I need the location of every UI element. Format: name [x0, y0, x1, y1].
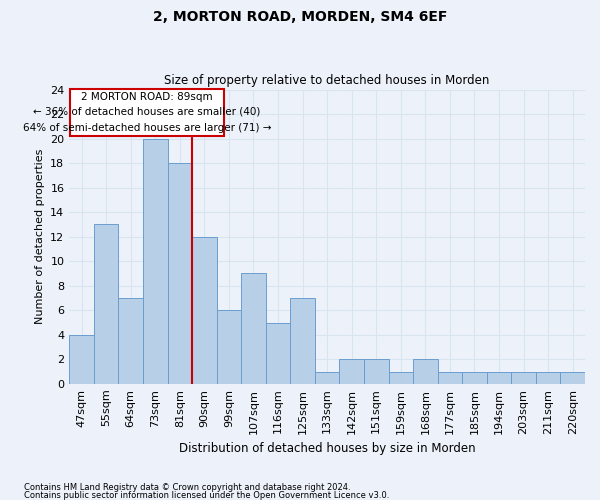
Bar — [389, 372, 413, 384]
Bar — [340, 360, 364, 384]
Bar — [315, 372, 340, 384]
Bar — [217, 310, 241, 384]
Text: ← 36% of detached houses are smaller (40): ← 36% of detached houses are smaller (40… — [33, 107, 260, 117]
Bar — [192, 236, 217, 384]
Bar — [560, 372, 585, 384]
Bar — [118, 298, 143, 384]
Bar — [437, 372, 462, 384]
Text: Contains public sector information licensed under the Open Government Licence v3: Contains public sector information licen… — [24, 490, 389, 500]
Y-axis label: Number of detached properties: Number of detached properties — [35, 149, 44, 324]
Text: 64% of semi-detached houses are larger (71) →: 64% of semi-detached houses are larger (… — [23, 122, 271, 132]
Bar — [266, 322, 290, 384]
Text: Contains HM Land Registry data © Crown copyright and database right 2024.: Contains HM Land Registry data © Crown c… — [24, 484, 350, 492]
Bar — [364, 360, 389, 384]
Bar — [290, 298, 315, 384]
Bar — [413, 360, 437, 384]
Title: Size of property relative to detached houses in Morden: Size of property relative to detached ho… — [164, 74, 490, 87]
Bar — [511, 372, 536, 384]
Bar — [487, 372, 511, 384]
Bar — [69, 335, 94, 384]
Bar — [167, 163, 192, 384]
Bar — [462, 372, 487, 384]
Bar — [143, 138, 167, 384]
FancyBboxPatch shape — [70, 89, 224, 136]
Text: 2, MORTON ROAD, MORDEN, SM4 6EF: 2, MORTON ROAD, MORDEN, SM4 6EF — [153, 10, 447, 24]
Bar — [241, 274, 266, 384]
Bar — [536, 372, 560, 384]
Text: 2 MORTON ROAD: 89sqm: 2 MORTON ROAD: 89sqm — [81, 92, 212, 102]
Bar — [94, 224, 118, 384]
X-axis label: Distribution of detached houses by size in Morden: Distribution of detached houses by size … — [179, 442, 475, 455]
